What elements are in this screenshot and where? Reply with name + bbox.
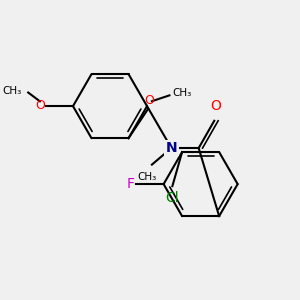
Text: F: F (126, 177, 134, 191)
Text: CH₃: CH₃ (172, 88, 192, 98)
Text: O: O (35, 99, 45, 112)
Text: O: O (210, 99, 221, 113)
Text: CH₃: CH₃ (137, 172, 157, 182)
Text: CH₃: CH₃ (2, 85, 21, 96)
Text: Cl: Cl (166, 191, 179, 205)
Text: N: N (166, 141, 177, 155)
Text: O: O (144, 94, 154, 107)
